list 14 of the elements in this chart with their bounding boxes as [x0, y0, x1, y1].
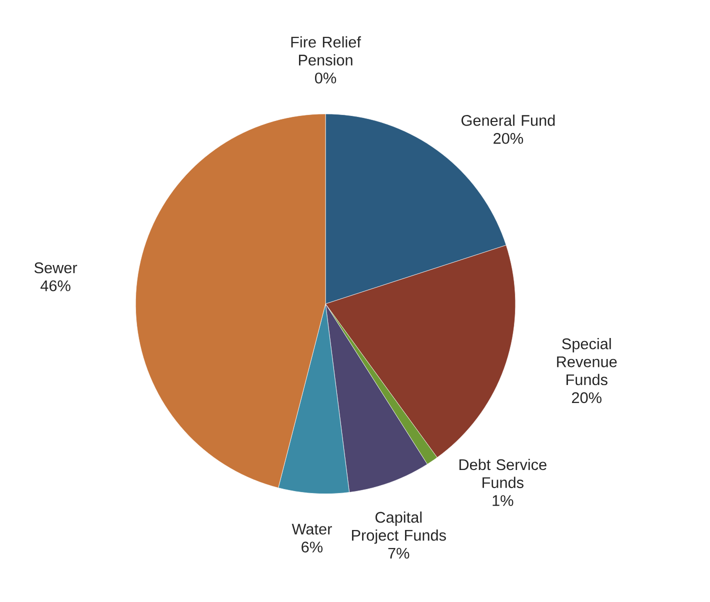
slice-label: Water [292, 524, 332, 534]
slice-label: Capital Project Funds [352, 511, 446, 544]
text: 0% [315, 72, 336, 84]
slice-label: Debt Service Funds [459, 458, 546, 488]
data-label: 20% [572, 392, 602, 404]
data-label: 6% [302, 542, 323, 552]
slice-label: General Fund [462, 114, 555, 126]
data-label: 7% [388, 548, 410, 559]
category-label: Fire Relief Pension [291, 36, 362, 66]
data-label: 46% [40, 280, 70, 292]
data-label: 20% [494, 132, 524, 144]
data-label: 1% [492, 495, 514, 506]
slice-label: Sewer [34, 262, 78, 274]
slice-label: Special Revenue Funds [557, 338, 617, 386]
